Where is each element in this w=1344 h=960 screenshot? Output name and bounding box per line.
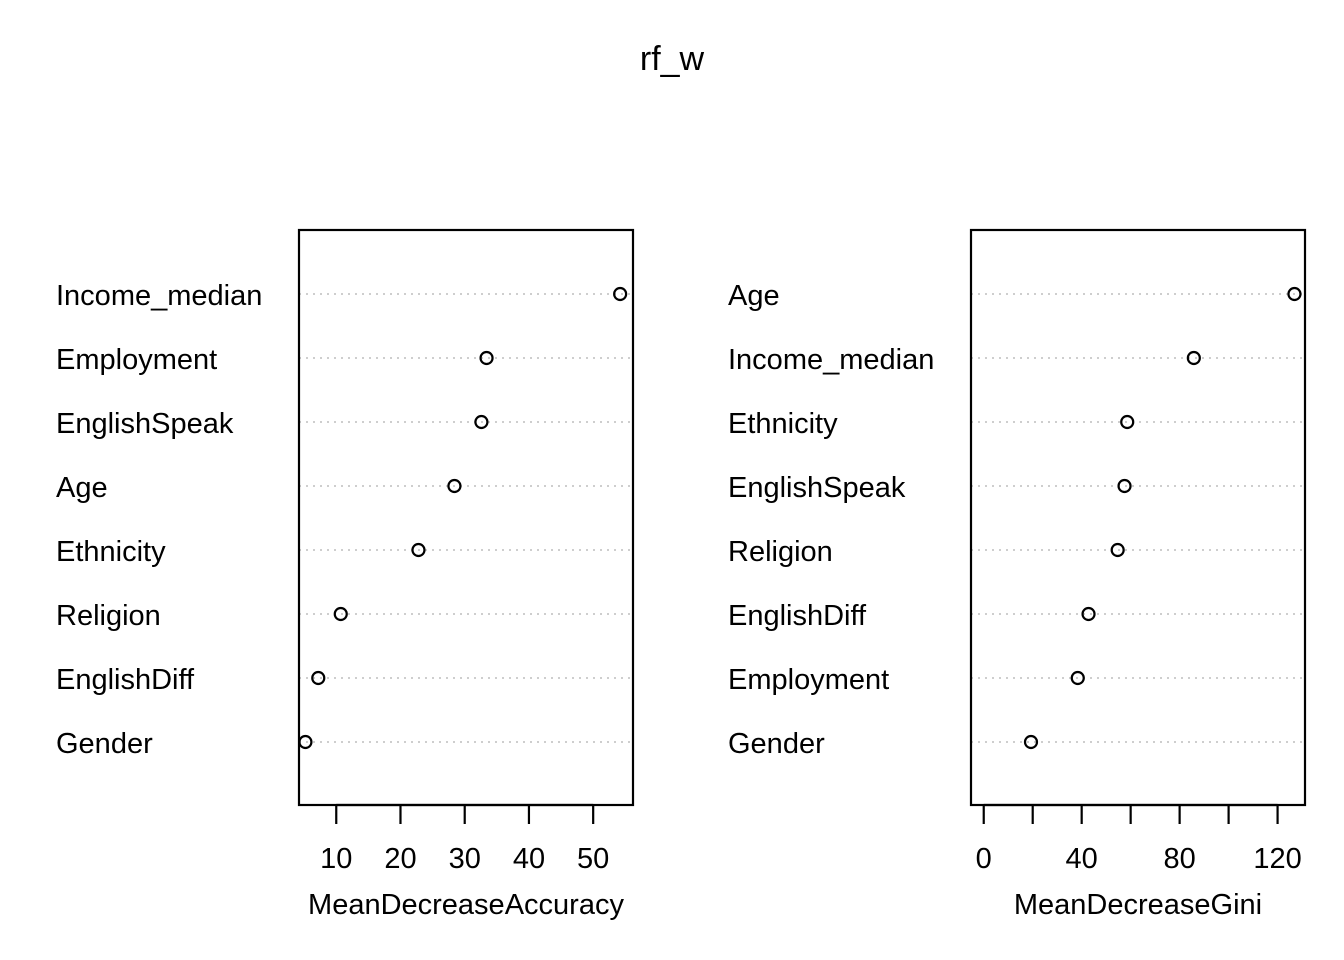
data-point: [311, 670, 326, 686]
data-point: [1110, 542, 1125, 558]
category-label: Gender: [56, 728, 153, 760]
category-label: Gender: [728, 728, 825, 760]
data-point: [447, 478, 462, 494]
category-label: EnglishDiff: [728, 600, 867, 632]
x-axis-label: MeanDecreaseAccuracy: [308, 889, 624, 921]
data-point: [1186, 350, 1201, 366]
data-point: [613, 286, 628, 302]
category-label: EnglishDiff: [56, 664, 195, 696]
x-axis-label: MeanDecreaseGini: [1014, 889, 1262, 921]
data-point: [411, 542, 426, 558]
category-label: Income_median: [728, 344, 934, 376]
panel-mean-decrease-accuracy: Income_median Employment EnglishSpeak Age Et…: [56, 228, 635, 921]
data-point: [333, 606, 348, 622]
data-point: [298, 734, 313, 750]
x-tick-label: 120: [1253, 843, 1301, 875]
data-point: [1117, 478, 1132, 494]
category-label: EnglishSpeak: [728, 472, 906, 504]
category-label: Religion: [56, 600, 161, 632]
x-tick-label: 0: [976, 843, 992, 875]
data-point: [1023, 734, 1039, 750]
category-label: Income_median: [56, 280, 262, 312]
data-point: [474, 414, 489, 430]
x-tick-label: 20: [384, 843, 416, 875]
x-tick-label: 30: [449, 843, 481, 875]
data-point: [479, 350, 494, 366]
x-tick-label: 10: [320, 843, 352, 875]
panel-mean-decrease-gini: Age Income_median Ethnicity EnglishSpeak Rel…: [728, 228, 1307, 921]
data-point: [1081, 606, 1096, 622]
category-label: EnglishSpeak: [56, 408, 234, 440]
plot-frame: [969, 228, 1307, 807]
category-label: Age: [728, 280, 780, 312]
x-tick-label: 50: [577, 843, 609, 875]
x-tick-label: 80: [1163, 843, 1195, 875]
plot-frame: [297, 228, 635, 807]
category-label: Religion: [728, 536, 833, 568]
data-point: [1287, 286, 1302, 302]
category-label: Ethnicity: [728, 408, 838, 440]
category-label: Employment: [56, 344, 217, 376]
category-label: Ethnicity: [56, 536, 166, 568]
data-point: [1070, 670, 1085, 686]
category-label: Age: [56, 472, 108, 504]
data-point: [1120, 414, 1135, 430]
chart-title: rf_w: [640, 40, 705, 78]
x-tick-label: 40: [513, 843, 545, 875]
category-label: Employment: [728, 664, 889, 696]
x-tick-label: 40: [1066, 843, 1098, 875]
